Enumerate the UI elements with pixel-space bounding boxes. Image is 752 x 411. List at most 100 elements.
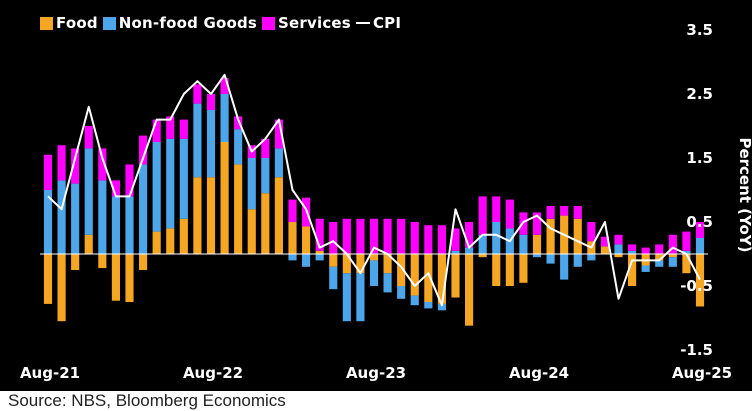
bar-services-jan-22 xyxy=(111,180,120,197)
bar-services-feb-25 xyxy=(614,234,623,245)
bar-services-jul-23 xyxy=(356,218,365,254)
bar-food-apr-22 xyxy=(152,231,161,254)
nonfood-swatch xyxy=(102,16,116,30)
bar-food-feb-23 xyxy=(288,222,297,254)
legend-label-nonfood: Non-food Goods xyxy=(118,14,258,32)
bar-services-jul-22 xyxy=(193,84,202,104)
bar-non-food-goods-feb-25 xyxy=(614,244,623,254)
bar-services-mar-25 xyxy=(628,244,637,251)
legend: Food Non-food Goods Services CPI xyxy=(40,14,406,32)
bar-non-food-goods-apr-23 xyxy=(315,254,324,261)
bar-food-oct-23 xyxy=(397,254,406,286)
y-tick-label: 2.5 xyxy=(686,85,713,103)
bar-non-food-goods-feb-23 xyxy=(288,254,297,261)
bar-services-sep-22 xyxy=(220,78,229,94)
bar-food-feb-25 xyxy=(614,254,623,258)
bar-non-food-goods-nov-24 xyxy=(573,254,582,267)
bar-food-mar-23 xyxy=(302,226,311,254)
bar-services-jun-25 xyxy=(668,234,677,254)
bar-food-aug-25 xyxy=(695,254,705,307)
bar-food-jul-23 xyxy=(356,254,365,274)
bar-food-aug-23 xyxy=(369,254,379,261)
bar-services-apr-25 xyxy=(641,247,650,254)
bar-non-food-goods-jul-24 xyxy=(519,234,528,254)
bar-services-mar-22 xyxy=(139,135,148,165)
bar-services-jan-23 xyxy=(274,119,283,149)
cpi-line-group xyxy=(47,73,701,307)
bar-food-aug-21 xyxy=(43,254,53,304)
food-swatch xyxy=(40,16,53,30)
bar-services-sep-24 xyxy=(546,206,555,219)
legend-label-services: Services xyxy=(278,14,351,32)
bar-services-oct-21 xyxy=(71,148,80,184)
bar-services-jun-22 xyxy=(179,119,188,139)
bar-food-jun-23 xyxy=(342,254,351,274)
bar-non-food-goods-sep-24 xyxy=(546,254,555,264)
bar-non-food-goods-jan-22 xyxy=(111,196,120,254)
bar-non-food-goods-jan-23 xyxy=(274,148,283,178)
bar-non-food-goods-aug-25 xyxy=(695,238,705,254)
bar-food-nov-22 xyxy=(247,209,256,254)
legend-item-nonfood: Non-food Goods xyxy=(102,14,258,32)
bar-non-food-goods-oct-21 xyxy=(71,183,80,254)
bar-non-food-goods-jul-22 xyxy=(193,103,202,178)
y-ticks-group: 3.5 2.5 1.5 0.5 -0.5 -1.5 xyxy=(680,21,713,359)
y-axis-label: Percent (YoY) xyxy=(736,137,752,252)
bar-services-feb-22 xyxy=(125,164,134,197)
bar-services-may-25 xyxy=(655,244,664,254)
bar-food-jan-25 xyxy=(600,246,609,254)
bar-food-feb-24 xyxy=(451,254,460,298)
bar-non-food-goods-may-24 xyxy=(492,222,501,254)
bar-services-aug-21 xyxy=(43,154,53,190)
bar-services-jan-25 xyxy=(600,236,609,247)
y-tick-label: -0.5 xyxy=(680,277,713,295)
bar-food-jun-24 xyxy=(505,254,514,286)
cpi-line xyxy=(47,73,701,307)
bar-non-food-goods-oct-24 xyxy=(560,254,569,280)
bar-food-jun-25 xyxy=(668,254,677,258)
bar-food-apr-24 xyxy=(478,254,487,258)
bar-non-food-goods-jun-22 xyxy=(179,138,188,219)
bar-food-nov-24 xyxy=(573,218,582,254)
bar-services-oct-22 xyxy=(234,116,243,130)
bar-food-sep-24 xyxy=(546,218,555,254)
x-tick-label: Aug-24 xyxy=(509,364,569,382)
bar-services-jun-23 xyxy=(342,218,351,254)
bar-food-jan-23 xyxy=(274,177,283,254)
bar-services-jun-24 xyxy=(505,199,514,229)
bar-food-oct-22 xyxy=(234,164,243,254)
bar-food-aug-22 xyxy=(206,177,216,254)
bar-non-food-goods-mar-23 xyxy=(302,254,311,267)
bar-non-food-goods-may-25 xyxy=(655,260,664,267)
bar-non-food-goods-apr-24 xyxy=(478,234,487,254)
bar-non-food-goods-jun-25 xyxy=(668,257,677,267)
bar-non-food-goods-aug-24 xyxy=(532,254,542,258)
bar-services-apr-22 xyxy=(152,119,161,142)
bar-services-oct-24 xyxy=(560,206,569,216)
bar-food-dec-23 xyxy=(424,254,433,302)
bar-services-nov-24 xyxy=(573,206,582,219)
bar-food-sep-21 xyxy=(57,254,66,322)
bar-non-food-goods-jun-23 xyxy=(342,273,351,322)
bar-services-aug-25 xyxy=(695,222,705,238)
bar-non-food-goods-feb-24 xyxy=(451,250,460,254)
bar-food-jan-24 xyxy=(437,254,446,304)
bar-food-oct-21 xyxy=(71,254,80,270)
legend-item-food: Food xyxy=(40,14,98,32)
bar-food-may-25 xyxy=(655,254,664,261)
bar-services-dec-22 xyxy=(261,138,270,158)
bar-services-apr-24 xyxy=(478,196,487,235)
y-tick-label: 3.5 xyxy=(686,21,713,39)
legend-label-cpi: CPI xyxy=(372,14,402,32)
bar-food-mar-24 xyxy=(465,254,474,326)
bar-food-jul-24 xyxy=(519,254,528,283)
bar-services-feb-23 xyxy=(288,199,297,222)
bar-services-nov-23 xyxy=(410,222,419,254)
bar-non-food-goods-sep-22 xyxy=(220,94,229,142)
bar-non-food-goods-may-23 xyxy=(329,266,338,290)
bar-non-food-goods-dec-22 xyxy=(261,158,270,194)
bar-food-jun-22 xyxy=(179,218,188,254)
bar-non-food-goods-nov-21 xyxy=(84,148,93,235)
bar-food-dec-21 xyxy=(98,254,107,269)
bar-non-food-goods-feb-22 xyxy=(125,196,134,254)
